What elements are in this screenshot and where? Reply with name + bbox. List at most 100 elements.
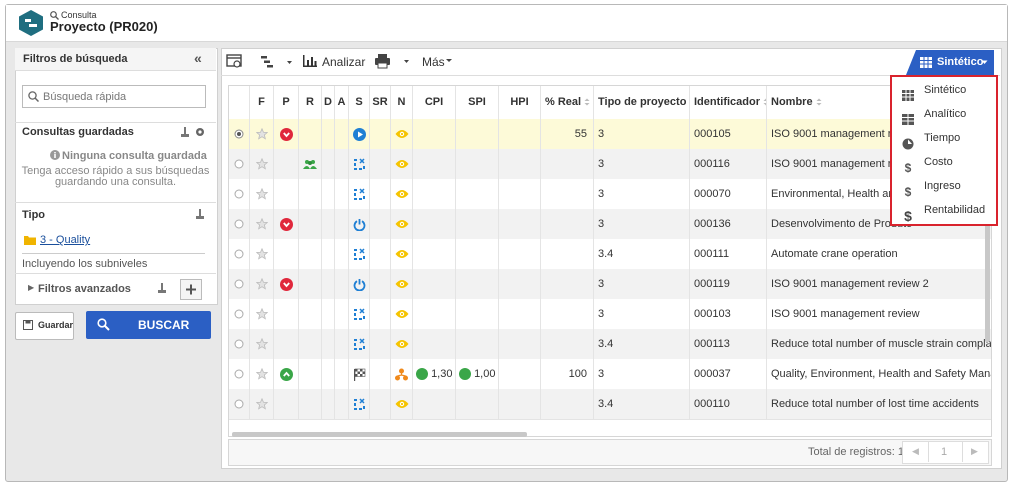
add-button[interactable]: [180, 279, 202, 300]
status-icon: [353, 188, 365, 200]
radio: [234, 279, 244, 289]
grid-row[interactable]: 3 000116 ISO 9001 management review: [229, 149, 991, 180]
menu-item[interactable]: Sintético: [892, 78, 996, 102]
page-box: [928, 441, 963, 462]
clear-icon[interactable]: [157, 282, 167, 294]
column-header[interactable]: R: [298, 86, 321, 119]
prev-page[interactable]: ◀: [912, 446, 919, 456]
type-value: 3: [598, 368, 605, 380]
grid-footer: [228, 439, 992, 466]
view-button-bg[interactable]: [906, 50, 994, 75]
menu-label: Ingreso: [924, 180, 961, 192]
select-cell: [229, 149, 249, 179]
analyze-button[interactable]: Analizar: [322, 55, 366, 69]
caret: [981, 60, 988, 64]
r-cell: [298, 329, 321, 359]
radio: [234, 189, 244, 199]
priority-cell: [273, 299, 298, 329]
column-header[interactable]: D: [321, 86, 334, 119]
search-button[interactable]: [86, 311, 211, 339]
pager: [902, 441, 989, 464]
view-label: Sintético: [937, 56, 984, 68]
grid-row[interactable]: 3 000070 Environmental, Health and Sa: [229, 179, 991, 210]
grid-row[interactable]: 1,30 1,00 100 3 000037 Quality, Environment,…: [229, 359, 991, 390]
column-label: S: [355, 96, 363, 108]
id-cell: 000110: [689, 389, 766, 419]
d-cell: [321, 239, 334, 269]
cpi-cell: [412, 119, 455, 149]
column-header[interactable]: CPI: [412, 86, 455, 119]
toolbar-icon[interactable]: [259, 55, 295, 69]
menu-item[interactable]: $ Ingreso: [892, 174, 996, 199]
menu-item[interactable]: $ Costo: [892, 150, 996, 175]
column-header[interactable]: % Real: [540, 86, 593, 119]
toolbar: [221, 48, 1000, 76]
id-value: 000116: [694, 158, 730, 170]
grid-row[interactable]: 3 000136 Desenvolvimento de Produto: [229, 209, 991, 240]
menu-icon: $: [905, 161, 912, 175]
favorite-cell: [249, 269, 273, 299]
column-header[interactable]: Identificador: [689, 86, 766, 119]
grid-header: F P R D A S SR N CPI SPI HPI % Real Tipo de proyect…: [229, 86, 991, 120]
favorite-cell: [249, 389, 273, 419]
column-header[interactable]: Tipo de proyecto: [593, 86, 689, 119]
type-value[interactable]: 3 - Quality: [40, 234, 91, 246]
print-button[interactable]: [374, 53, 412, 69]
grid-row[interactable]: 3.4 000110 Reduce total number of lost tim…: [229, 389, 991, 420]
column-header[interactable]: A: [334, 86, 348, 119]
menu-item[interactable]: Tiempo: [892, 126, 996, 150]
column-header[interactable]: N: [390, 86, 412, 119]
sort-icon: [584, 98, 590, 106]
column-header[interactable]: F: [249, 86, 273, 119]
hpi-cell: [498, 119, 540, 149]
menu-icon: $: [905, 185, 912, 199]
real-cell: [540, 209, 593, 239]
analyze-icon: [303, 55, 317, 67]
column-header[interactable]: SR: [369, 86, 390, 119]
name-cell: ISO 9001 management review: [766, 119, 991, 149]
type-value: 3.4: [598, 248, 614, 260]
grid-row[interactable]: 3.4 000111 Automate crane operation: [229, 239, 991, 270]
horizontal-scrollbar[interactable]: [232, 432, 527, 437]
save-button[interactable]: [15, 312, 74, 340]
clear-icon[interactable]: [195, 208, 205, 220]
n-cell: [390, 209, 412, 239]
type-cell: 3.4: [593, 329, 689, 359]
advanced-filters[interactable]: Filtros avanzados: [38, 283, 131, 295]
real-value: 100: [568, 368, 587, 380]
id-value: 000070: [694, 188, 731, 200]
type-value: 3: [598, 188, 605, 200]
type-value: 3: [598, 218, 605, 230]
n-cell: [390, 119, 412, 149]
column-header[interactable]: S: [348, 86, 369, 119]
search-input[interactable]: [22, 85, 206, 108]
d-cell: [321, 149, 334, 179]
grid-row[interactable]: 3.4 000113 Reduce total number of muscle s…: [229, 329, 991, 360]
hpi-cell: [498, 389, 540, 419]
column-header[interactable]: Nombre: [766, 86, 991, 119]
menu-item[interactable]: Analítico: [892, 102, 996, 126]
header: [6, 5, 1007, 42]
more-button[interactable]: Más: [422, 55, 445, 69]
toolbar-icon[interactable]: [226, 54, 242, 69]
eye-icon: [395, 160, 408, 169]
real-cell: [540, 179, 593, 209]
column-header[interactable]: P: [273, 86, 298, 119]
menu-item[interactable]: $ Rentabilidad: [892, 198, 996, 224]
grid-row[interactable]: 3 000119 ISO 9001 management review 2: [229, 269, 991, 300]
column-header[interactable]: SPI: [455, 86, 498, 119]
n-cell: [390, 179, 412, 209]
type-cell: 3: [593, 119, 689, 149]
saved-icons[interactable]: [180, 126, 208, 138]
column-header[interactable]: HPI: [498, 86, 540, 119]
next-page[interactable]: ▶: [971, 446, 978, 456]
type-cell: 3: [593, 359, 689, 389]
divider: [15, 202, 216, 203]
r-cell: [298, 239, 321, 269]
collapse-button[interactable]: «: [194, 50, 202, 66]
divider: [22, 253, 205, 254]
grid-row[interactable]: 3 000103 ISO 9001 management review: [229, 299, 991, 330]
a-cell: [334, 209, 348, 239]
sr-cell: [369, 389, 390, 419]
grid-row[interactable]: 55 3 000105 ISO 9001 management review: [229, 119, 991, 150]
